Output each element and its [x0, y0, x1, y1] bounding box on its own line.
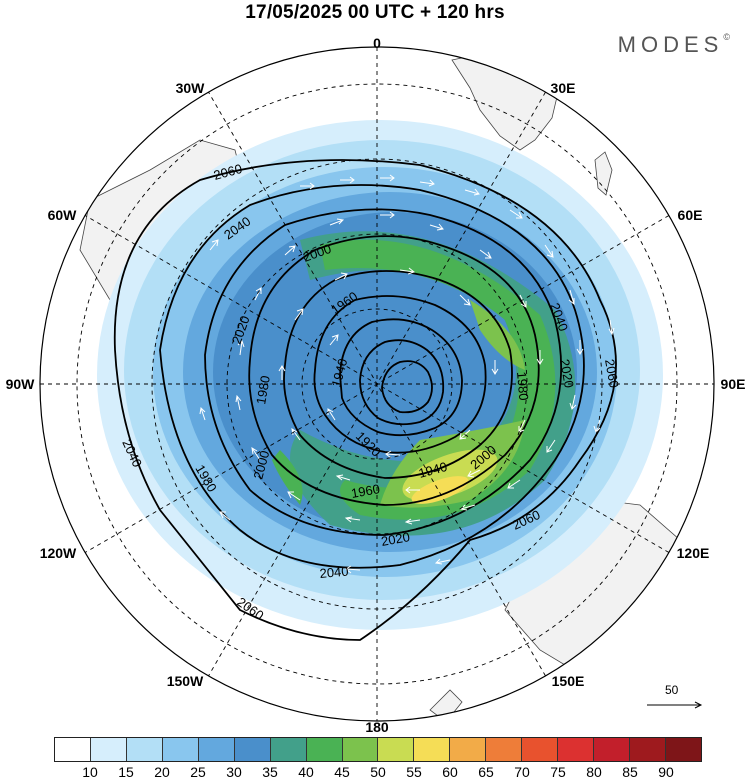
- colorbar-swatch: [486, 738, 523, 761]
- colorbar-swatch: [414, 738, 451, 761]
- colorbar-label: 65: [478, 764, 494, 780]
- colorbar-swatch: [630, 738, 666, 761]
- lon-label: 30E: [551, 80, 576, 96]
- colorbar-label: 15: [118, 764, 134, 780]
- colorbar-label: 90: [658, 764, 674, 780]
- reference-arrow-icon: [647, 701, 703, 709]
- colorbar-swatch: [450, 738, 487, 761]
- contour-1920: [359, 339, 445, 426]
- colorbar-swatch: [90, 738, 127, 761]
- brand-name: MODES: [617, 32, 724, 57]
- colorbar-label: 50: [370, 764, 386, 780]
- wind-speed-shading: [97, 120, 663, 630]
- colorbar-label: 75: [550, 764, 566, 780]
- colorbar-swatch: [234, 738, 271, 761]
- contour-label: 1960: [350, 481, 381, 501]
- contour-2060: [113, 159, 617, 641]
- colorbar-swatch: [270, 738, 307, 761]
- colorbar-label: 35: [262, 764, 278, 780]
- lon-label: 30W: [176, 80, 206, 96]
- contour-1960: [313, 295, 487, 454]
- lon-label: 0: [373, 35, 381, 51]
- colorbar-swatch: [558, 738, 595, 761]
- colorbar-label: 85: [622, 764, 638, 780]
- reference-vector: 50: [645, 683, 705, 711]
- map-disk: [79, 51, 701, 721]
- contour-label: 1980: [253, 374, 273, 405]
- contour-1900: [381, 360, 433, 414]
- reference-vector-value: 50: [665, 683, 679, 697]
- colorbar-swatch: [55, 738, 91, 761]
- contour-2000: [248, 235, 540, 506]
- colorbar-swatch: [378, 738, 415, 761]
- lon-label: 180: [365, 719, 389, 735]
- copyright-mark: ©: [723, 32, 730, 42]
- polar-map: 2060 2040 2020 2000 1960 1940 1920 1980 …: [6, 35, 746, 735]
- colorbar-swatch: [594, 738, 630, 761]
- contour-label: 2000: [250, 449, 272, 481]
- colorbar-label: 70: [514, 764, 530, 780]
- colorbar-label: 10: [82, 764, 98, 780]
- lon-label: 60W: [48, 207, 78, 223]
- colorbar-swatch: [342, 738, 379, 761]
- contour-label: 1940: [417, 459, 449, 481]
- colorbar-swatch: [198, 738, 235, 761]
- contour-label: 2040: [319, 564, 349, 581]
- lon-label: 60E: [678, 207, 703, 223]
- colorbar-swatch: [665, 738, 701, 761]
- colorbar-swatch: [306, 738, 343, 761]
- colorbar-label: 25: [190, 764, 206, 780]
- colorbar-label: 40: [298, 764, 314, 780]
- lon-label: 120W: [40, 545, 77, 561]
- contour-label: 2020: [557, 358, 577, 389]
- contour-2040: [159, 184, 585, 569]
- colorbar-label: 45: [334, 764, 350, 780]
- contour-label: 2020: [380, 529, 411, 549]
- land-madagascar: [594, 151, 613, 196]
- colorbar-label: 30: [226, 764, 242, 780]
- graticule: [40, 47, 714, 721]
- lon-label: 150W: [167, 673, 204, 689]
- colorbar-swatch: [162, 738, 199, 761]
- colorbar-labels: 10 15 20 25 30 35 40 45 50 55 60 65 70 7…: [0, 764, 750, 782]
- colorbar-label: 80: [586, 764, 602, 780]
- colorbar-label: 20: [154, 764, 170, 780]
- colorbar-swatch: [126, 738, 163, 761]
- colorbar-label: 55: [406, 764, 422, 780]
- map-border: [39, 46, 715, 722]
- lon-label: 90E: [721, 376, 746, 392]
- colorbar: [54, 737, 702, 762]
- colorbar-swatch: [522, 738, 559, 761]
- longitude-labels: 0 30E 60E 90E 120E 150E 180 150W 120W 90…: [6, 35, 746, 735]
- contour-label: 1980: [514, 371, 531, 401]
- contour-1940: [339, 318, 463, 437]
- contour-2020: [204, 208, 563, 536]
- contour-label: 2060: [212, 161, 244, 183]
- lon-label: 150E: [552, 673, 585, 689]
- height-contours: [113, 159, 617, 641]
- lon-label: 90W: [6, 376, 36, 392]
- contour-label: 1940: [328, 357, 350, 389]
- brand-logo: MODES©: [618, 32, 730, 58]
- contour-1980: [283, 270, 513, 479]
- map-title: 17/05/2025 00 UTC + 120 hrs: [245, 2, 505, 23]
- lon-label: 120E: [677, 545, 710, 561]
- wind-vectors: [199, 174, 615, 574]
- colorbar-label: 60: [442, 764, 458, 780]
- contour-label: 2060: [602, 358, 622, 389]
